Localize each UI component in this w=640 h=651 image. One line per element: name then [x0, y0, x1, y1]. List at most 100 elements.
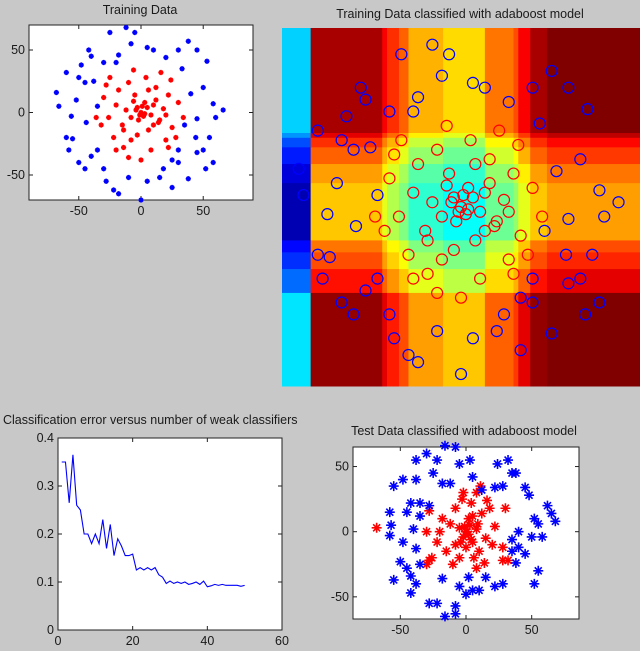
blue-circle-point	[292, 162, 305, 175]
plot-area	[57, 437, 283, 631]
red-test-point	[471, 563, 482, 574]
blue-point	[94, 147, 101, 153]
red-point	[175, 99, 181, 106]
red-circle-point	[469, 157, 482, 171]
blue-test-point	[397, 474, 408, 485]
heatmap-cell	[546, 269, 640, 294]
blue-circle-point	[466, 332, 480, 345]
blue-circle-point	[388, 332, 401, 345]
blue-point	[132, 29, 138, 36]
red-test-point	[476, 508, 487, 519]
blue-circle-point	[526, 81, 539, 94]
y-tick-label: 0	[342, 525, 349, 539]
blue-point	[86, 47, 92, 53]
blue-point	[175, 147, 181, 153]
y-tick-label: 0.3	[37, 479, 54, 493]
red-point	[116, 87, 122, 93]
red-point	[137, 112, 143, 118]
blue-point	[125, 174, 132, 181]
title-error-plot: Classification error versus number of we…	[3, 413, 298, 427]
red-point	[120, 127, 127, 133]
blue-circle-point	[349, 219, 363, 233]
heatmap-cell	[513, 137, 519, 148]
blue-test-point	[411, 455, 422, 466]
blue-test-point	[463, 572, 474, 583]
red-circle-point	[473, 205, 487, 218]
blue-point	[144, 178, 150, 184]
y-tick-label: -50	[7, 168, 25, 182]
blue-test-point	[424, 598, 435, 609]
red-circle-point	[483, 153, 496, 166]
blue-circle-point	[371, 272, 384, 285]
blue-point	[82, 79, 88, 86]
blue-point	[56, 103, 62, 109]
blue-circle-point	[593, 296, 606, 309]
blue-test-point	[524, 490, 535, 501]
heatmap-cell	[282, 28, 312, 134]
x-tick-label: -50	[391, 623, 409, 637]
blue-circle-point	[431, 325, 444, 338]
blue-test-point	[405, 498, 416, 509]
blue-test-point	[439, 440, 450, 451]
red-point	[134, 104, 140, 111]
red-point	[165, 144, 171, 151]
blue-point	[200, 84, 206, 91]
blue-test-point	[480, 572, 491, 583]
heatmap-cell	[518, 292, 531, 387]
red-point	[140, 113, 147, 119]
heatmap-cell	[530, 252, 548, 270]
blue-circle-point	[335, 296, 348, 309]
heatmap-cell	[546, 240, 640, 253]
heatmap-cell	[398, 28, 409, 134]
heatmap-cell	[408, 240, 444, 253]
red-test-point	[475, 481, 486, 492]
heatmap-cell	[310, 28, 383, 134]
red-point	[153, 97, 159, 103]
red-point	[148, 147, 154, 153]
red-circle-point	[502, 253, 515, 266]
blue-circle-point	[550, 165, 563, 178]
red-circle-point	[407, 272, 420, 285]
red-point	[106, 114, 112, 121]
blue-circle-point	[426, 38, 439, 51]
blue-test-point	[415, 498, 426, 509]
heatmap-cell	[484, 240, 515, 253]
blue-circle-point	[321, 208, 334, 221]
red-circle-point	[440, 119, 453, 132]
blue-test-point	[497, 578, 508, 589]
y-tick-label: 0	[47, 623, 54, 637]
heatmap-cell	[408, 137, 444, 148]
blue-point	[188, 91, 194, 97]
red-test-point	[434, 526, 445, 537]
red-point	[142, 111, 148, 117]
blue-circle-point	[316, 272, 329, 285]
red-point	[134, 132, 140, 138]
red-circle-point	[478, 186, 491, 199]
blue-point	[113, 59, 119, 66]
y-tick-label: 50	[11, 43, 25, 57]
blue-point	[175, 47, 181, 53]
heatmap-cell	[387, 28, 400, 134]
heatmap-cell	[518, 164, 531, 184]
red-test-point	[479, 557, 490, 568]
blue-circle-point	[411, 91, 425, 104]
heatmap-cell	[518, 137, 531, 148]
blue-test-point	[467, 585, 478, 596]
red-point	[158, 69, 164, 76]
heatmap-cell	[282, 183, 312, 241]
heatmap-cell	[443, 133, 486, 139]
red-test-point	[484, 503, 495, 514]
heatmap-cell	[310, 164, 383, 184]
blue-circle-point	[526, 296, 539, 309]
heatmap-cell	[546, 137, 640, 148]
blue-test-point	[437, 573, 448, 584]
blue-point	[194, 149, 200, 156]
red-circle-point	[521, 248, 534, 261]
blue-test-point	[513, 526, 524, 537]
blue-circle-point	[526, 272, 539, 285]
blue-test-point	[401, 563, 412, 574]
red-test-point	[503, 555, 514, 566]
blue-point	[116, 52, 122, 58]
blue-circle-point	[497, 308, 511, 321]
